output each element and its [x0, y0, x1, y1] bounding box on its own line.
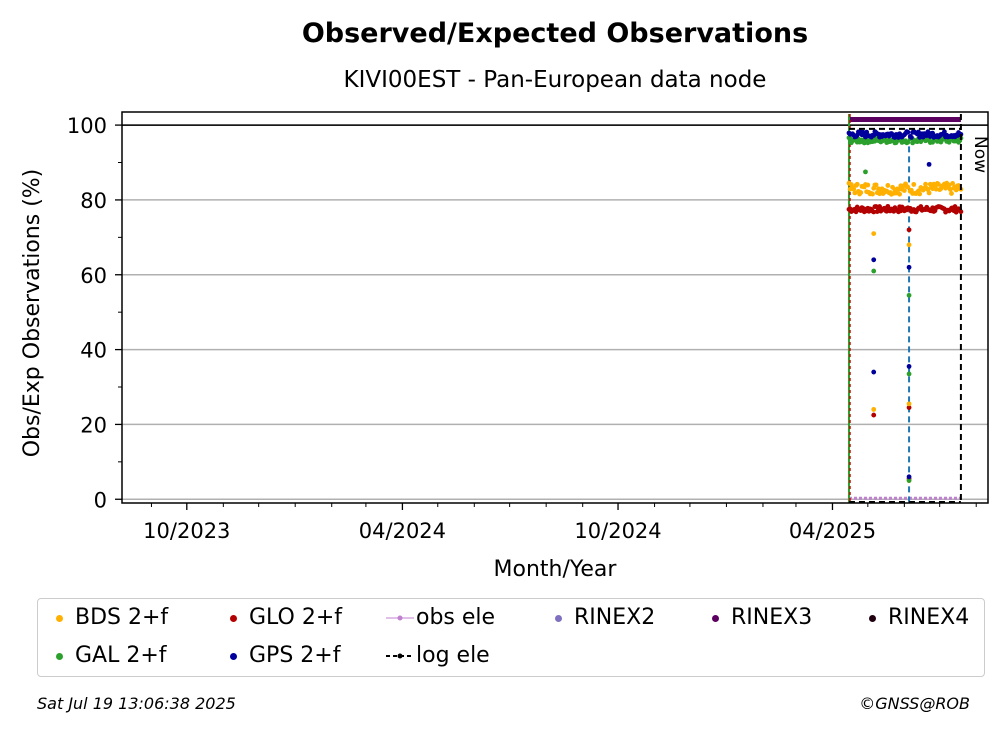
- data-point-gps: [905, 129, 911, 135]
- y-tick-label: 80: [80, 189, 107, 213]
- data-point-bds: [936, 181, 941, 187]
- data-point-bds: [897, 191, 903, 197]
- x-tick-label: 04/2024: [359, 519, 446, 543]
- legend-item: obs ele: [386, 605, 495, 631]
- legend-label: GLO 2+f: [249, 605, 343, 630]
- data-point-bds: [865, 182, 871, 188]
- data-point-bds: [871, 407, 877, 412]
- data-point-bds: [906, 401, 912, 407]
- legend-label: GPS 2+f: [249, 643, 341, 668]
- data-point-gal: [863, 169, 868, 175]
- data-point-bds: [926, 190, 932, 196]
- legend-item: GPS 2+f: [222, 643, 340, 669]
- data-point-bds: [905, 184, 911, 190]
- legend-marker: [712, 614, 719, 622]
- legend: BDS 2+f GLO 2+f obs ele RINEX2 RINEX3 RINEX4 G…: [37, 598, 985, 677]
- data-point-glo: [952, 204, 958, 209]
- plot-frame: [121, 111, 989, 504]
- legend-marker: [386, 615, 414, 621]
- data-point-gal: [906, 292, 912, 298]
- data-point-glo: [906, 227, 912, 233]
- data-point-bds: [949, 191, 954, 196]
- footer-timestamp: Sat Jul 19 13:06:38 2025: [37, 694, 236, 713]
- data-point-gps: [871, 369, 877, 375]
- legend-item: RINEX2: [547, 605, 655, 631]
- data-point-glo: [906, 405, 912, 410]
- legend-label: BDS 2+f: [75, 605, 169, 630]
- data-point-bds: [851, 186, 857, 192]
- data-point-bds: [873, 182, 879, 188]
- legend-item: GAL 2+f: [48, 643, 167, 669]
- data-point-gal: [905, 139, 911, 145]
- legend-marker: [869, 614, 876, 622]
- y-tick-label: 100: [67, 114, 107, 138]
- legend-marker: [555, 614, 562, 622]
- data-point-bds: [870, 191, 875, 197]
- data-point-gal: [871, 268, 877, 274]
- x-axis-label: Month/Year: [494, 557, 618, 582]
- data-point-bds: [906, 242, 912, 248]
- legend-marker: [230, 652, 237, 660]
- x-tick-label: 04/2025: [789, 519, 876, 543]
- legend-item: GLO 2+f: [222, 605, 342, 631]
- data-point-glo: [871, 412, 877, 418]
- data-point-bds: [933, 186, 939, 192]
- y-tick-label: 40: [80, 339, 107, 363]
- legend-marker: [56, 652, 63, 660]
- now-label: Now: [970, 136, 990, 173]
- data-point-bds: [854, 181, 860, 187]
- data-point-bds: [896, 187, 901, 193]
- data-point-gps: [906, 264, 912, 270]
- data-point-gps: [916, 129, 921, 135]
- data-point-glo: [871, 209, 877, 215]
- x-tick-label: 10/2023: [143, 519, 230, 543]
- data-point-gps: [942, 129, 947, 135]
- data-point-bds: [871, 231, 877, 237]
- y-tick-label: 60: [80, 264, 107, 288]
- data-point-bds: [923, 181, 928, 187]
- data-point-glo: [958, 209, 964, 215]
- legend-item: log ele: [386, 643, 490, 669]
- legend-item: RINEX3: [704, 605, 812, 631]
- data-point-gps: [906, 364, 912, 369]
- data-point-bds: [911, 182, 917, 187]
- legend-label: GAL 2+f: [75, 643, 167, 668]
- data-point-bds: [917, 191, 923, 197]
- data-point-gps: [906, 474, 912, 480]
- chart-subtitle: KIVI00EST - Pan-European data node: [344, 67, 767, 93]
- legend-item: BDS 2+f: [48, 605, 168, 631]
- legend-marker: [386, 653, 414, 659]
- data-point-bds: [950, 180, 956, 186]
- y-tick-label: 0: [94, 488, 107, 512]
- data-point-gps: [909, 135, 914, 140]
- chart-title: Observed/Expected Observations: [302, 18, 808, 49]
- legend-label: RINEX3: [731, 605, 813, 630]
- data-point-gal: [906, 371, 912, 377]
- data-point-bds: [858, 190, 864, 195]
- data-point-gps: [926, 161, 932, 167]
- legend-label: log ele: [416, 643, 490, 668]
- data-point-gal: [906, 478, 912, 483]
- data-point-gps: [871, 257, 877, 263]
- legend-label: RINEX4: [888, 605, 970, 630]
- x-tick-label: 10/2024: [574, 519, 661, 543]
- legend-label: obs ele: [416, 605, 496, 630]
- y-axis-label: Obs/Exp Observations (%): [20, 169, 45, 458]
- legend-label: RINEX2: [574, 605, 656, 630]
- legend-marker: [230, 614, 237, 622]
- legend-marker: [56, 614, 63, 622]
- legend-item: RINEX4: [861, 605, 969, 631]
- footer-copyright: ©GNSS@ROB: [859, 694, 970, 713]
- y-tick-label: 20: [80, 413, 107, 437]
- data-point-bds: [885, 183, 891, 188]
- data-point-bds: [901, 188, 907, 193]
